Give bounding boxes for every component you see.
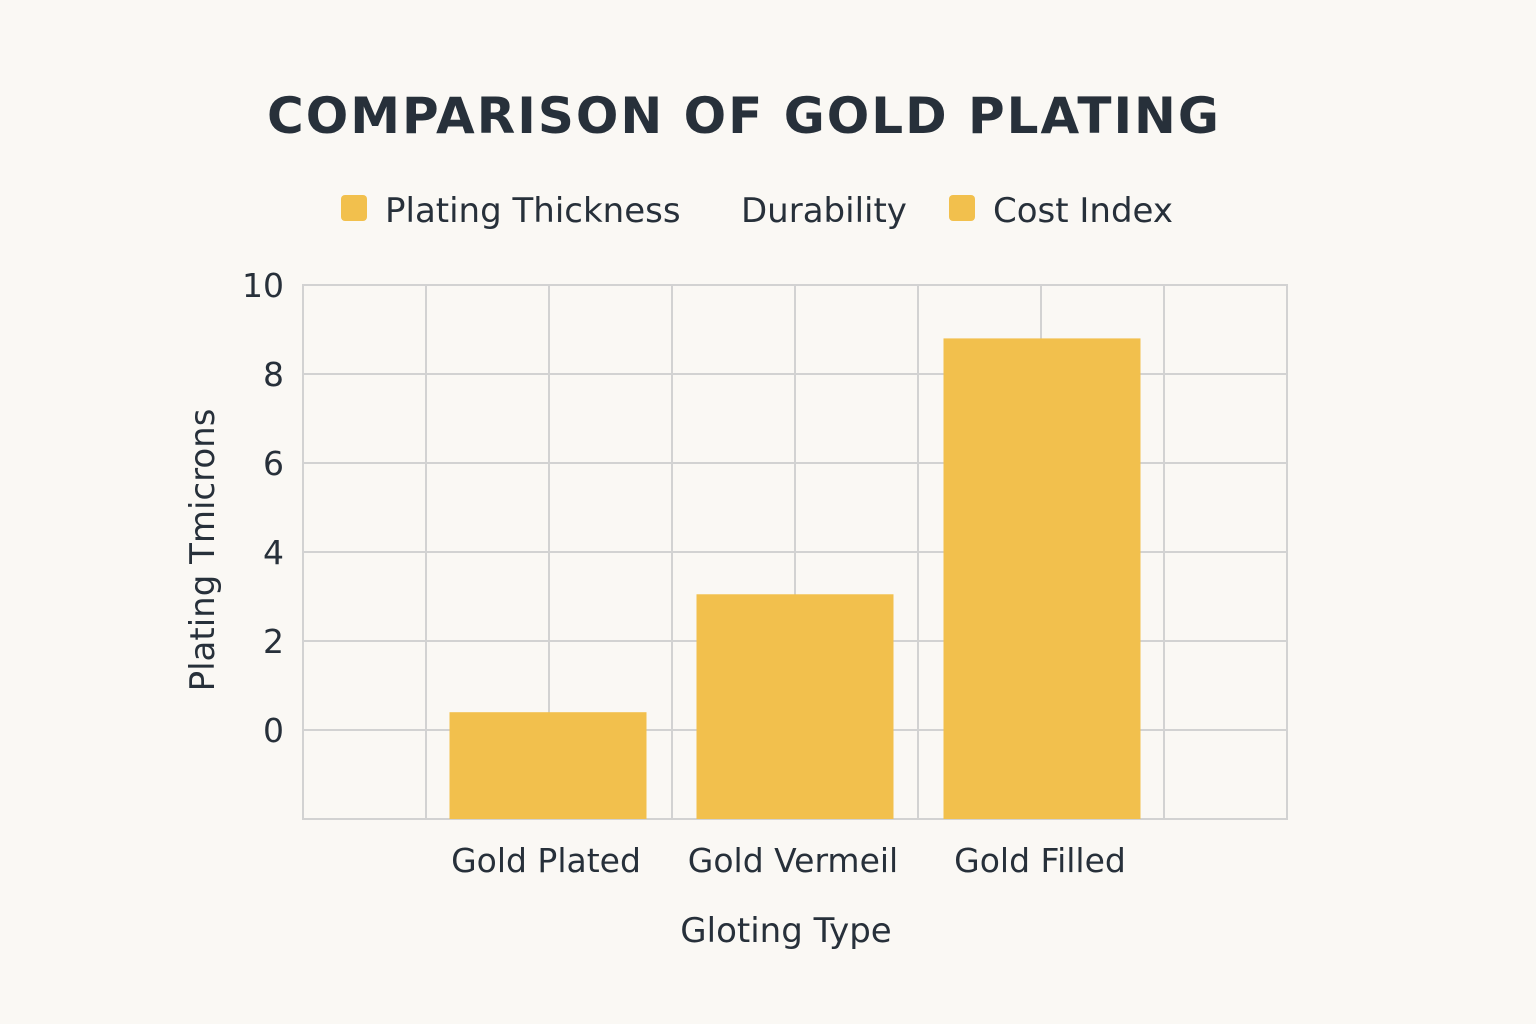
x-tick-label: Gold Filled (954, 841, 1126, 880)
y-tick-labels: 0 2 4 6 8 10 (242, 266, 284, 750)
legend-label: Cost Index (993, 191, 1173, 231)
legend-swatch (341, 195, 367, 221)
x-tick-labels: Gold Plated Gold Vermeil Gold Filled (451, 841, 1126, 880)
y-axis-label: Plating Tmicrons (183, 409, 223, 692)
y-tick-label: 8 (263, 355, 284, 394)
legend: Plating Thickness Durability Cost Index (341, 191, 1173, 231)
y-tick-label: 6 (263, 444, 284, 483)
y-tick-label: 2 (263, 622, 284, 661)
bar (943, 338, 1141, 819)
bar (449, 712, 647, 819)
x-tick-label: Gold Plated (451, 841, 641, 880)
legend-label: Plating Thickness (385, 191, 681, 231)
y-tick-label: 4 (263, 533, 284, 572)
bars (449, 338, 1141, 819)
bar (696, 594, 894, 819)
x-tick-label: Gold Vermeil (688, 841, 898, 880)
y-tick-label: 10 (242, 266, 284, 305)
y-tick-label: 0 (263, 711, 284, 750)
legend-swatch (949, 195, 975, 221)
legend-label: Durability (741, 191, 907, 231)
x-axis-label: Gloting Type (680, 911, 891, 951)
chart-title: COMPARISON OF GOLD PLATING (267, 87, 1221, 145)
